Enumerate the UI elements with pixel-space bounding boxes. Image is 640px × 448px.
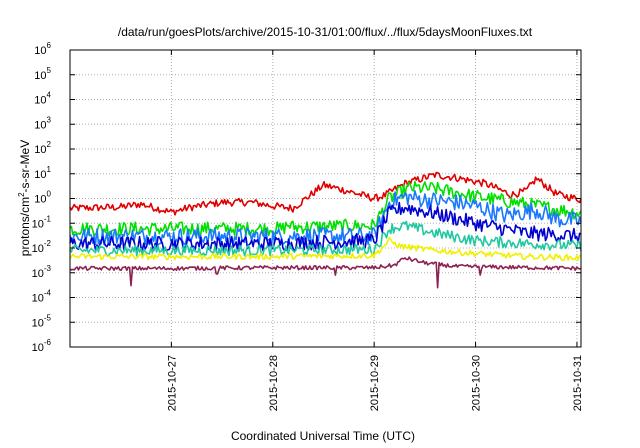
x-tick-label: 2015-10-28 — [268, 355, 280, 411]
x-axis-label: Coordinated Universal Time (UTC) — [231, 429, 415, 443]
data-series — [69, 171, 582, 289]
x-tick-label: 2015-10-30 — [471, 355, 483, 411]
grid-lines — [70, 50, 581, 347]
y-tick-label: 103 — [34, 115, 51, 131]
x-tick-label: 2015-10-27 — [166, 355, 178, 411]
series-line-4 — [69, 220, 582, 257]
axis-ticks — [70, 49, 581, 348]
y-tick-label: 100 — [34, 190, 51, 206]
y-tick-label: 10-3 — [32, 264, 52, 280]
y-tick-label: 10-6 — [32, 338, 52, 354]
series-line-3 — [69, 201, 582, 252]
y-tick-label: 10-4 — [32, 289, 52, 305]
x-tick-label: 2015-10-31 — [572, 355, 584, 411]
y-tick-label: 10-1 — [32, 214, 52, 230]
y-tick-label: 105 — [34, 66, 51, 82]
series-line-0 — [69, 171, 582, 216]
y-tick-label: 102 — [34, 140, 51, 156]
x-tick-labels: 2015-10-27 2015-10-28 2015-10-29 2015-10-30… — [166, 355, 584, 411]
series-line-5 — [69, 236, 582, 262]
y-tick-label: 10-5 — [32, 313, 52, 329]
y-tick-labels: 10-6 10-5 10-4 10-3 10-2 10-1 100 101 102 103 104 1… — [32, 41, 52, 354]
y-tick-label: 101 — [34, 165, 51, 181]
series-line-2 — [69, 190, 582, 246]
y-tick-label: 104 — [34, 91, 51, 107]
series-line-6 — [69, 256, 582, 289]
chart-title: /data/run/goesPlots/archive/2015-10-31/0… — [118, 25, 533, 39]
x-tick-label: 2015-10-29 — [369, 355, 381, 411]
y-tick-label: 10-2 — [32, 239, 52, 255]
y-tick-label: 106 — [34, 41, 51, 57]
y-axis-label: protons/cm2-s-sr-MeV — [17, 140, 32, 256]
